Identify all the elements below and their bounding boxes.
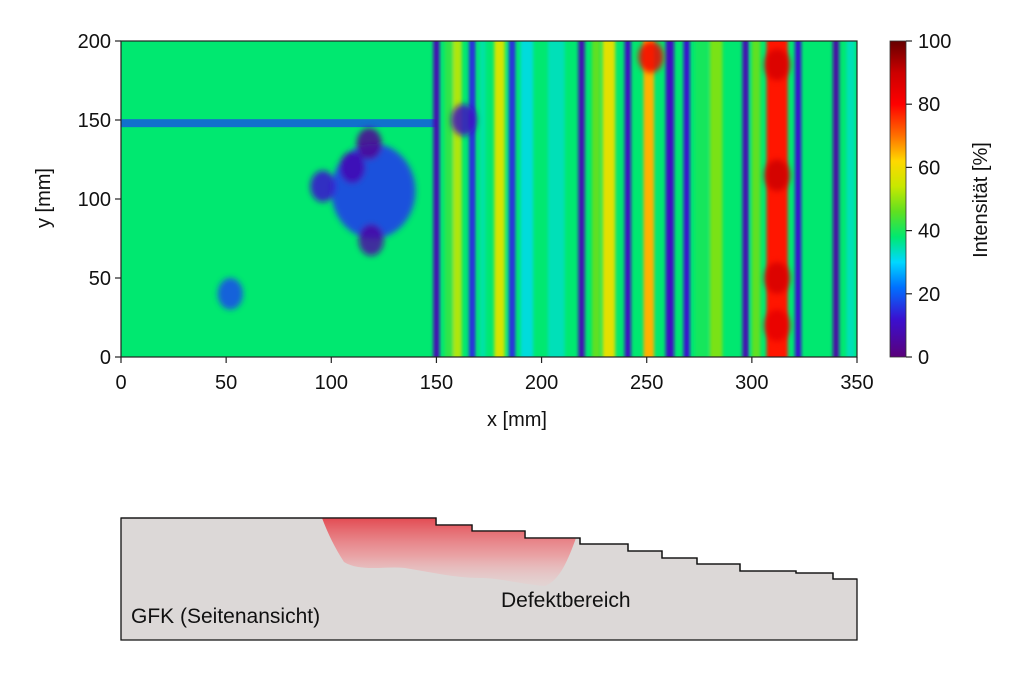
heatmap-stripe — [683, 41, 690, 357]
y-tick-label: 200 — [78, 31, 111, 53]
x-tick-label: 250 — [630, 372, 663, 394]
heatmap-stripe — [643, 41, 655, 357]
heatmap-blob — [764, 262, 790, 294]
heatmap-horizontal-band — [121, 119, 437, 128]
heatmap-stripe — [846, 41, 855, 357]
heatmap-stripe — [453, 41, 462, 357]
heatmap-blob — [339, 151, 365, 184]
colorbar-tick-label: 40 — [918, 221, 940, 243]
heatmap-blob — [451, 104, 477, 136]
heatmap-blob — [764, 159, 790, 192]
heatmap-band — [121, 119, 437, 128]
heatmap-plot — [121, 41, 857, 357]
x-axis: 0 50 100 150 200 250 300 350 — [115, 357, 874, 394]
x-tick-label: 150 — [420, 372, 453, 394]
x-axis-label: x [mm] — [487, 409, 547, 431]
heatmap-blob — [358, 224, 384, 256]
heatmap-blob — [310, 170, 336, 203]
heatmap-stripe — [578, 41, 585, 357]
heatmap-blob — [638, 41, 664, 73]
heatmap-stripe — [709, 41, 723, 357]
heatmap-stripe — [832, 41, 840, 357]
heatmap-background — [121, 41, 857, 357]
heatmap-blob — [356, 127, 382, 160]
x-tick-label: 350 — [840, 372, 873, 394]
x-tick-label: 0 — [115, 372, 126, 394]
heatmap-stripe — [592, 41, 601, 357]
colorbar-tick-label: 0 — [918, 347, 929, 369]
colorbar-label: Intensität [%] — [970, 142, 992, 258]
material-surface-outline — [121, 517, 857, 580]
heatmap-blob — [217, 278, 243, 310]
heatmap-stripe — [433, 41, 440, 357]
colorbar-tick-label: 60 — [918, 157, 940, 179]
material-label: GFK (Seitenansicht) — [131, 605, 320, 628]
side-view-diagram: Defektbereich GFK (Seitenansicht) — [120, 517, 858, 641]
heatmap-stripe — [794, 41, 802, 357]
heatmap-blob — [764, 309, 790, 342]
heatmap-stripe — [742, 41, 749, 357]
heatmap-stripe — [494, 41, 505, 357]
x-tick-label: 50 — [215, 372, 237, 394]
x-tick-label: 100 — [315, 372, 348, 394]
colorbar-tick-label: 80 — [918, 94, 940, 116]
heatmap-stripe — [751, 41, 761, 357]
defect-label: Defektbereich — [501, 589, 631, 612]
y-tick-label: 150 — [78, 110, 111, 132]
heatmap-stripe — [469, 41, 476, 357]
heatmap-stripe — [602, 41, 616, 357]
y-tick-label: 100 — [78, 189, 111, 211]
colorbar-axis: 0 20 40 60 80 100 — [906, 31, 951, 369]
y-tick-label: 50 — [89, 268, 111, 290]
heatmap-stripe — [624, 41, 631, 357]
heatmap-stripe — [520, 41, 534, 357]
heatmap-stripe — [444, 41, 454, 357]
y-tick-label: 0 — [100, 347, 111, 369]
heatmap-stripe — [695, 41, 708, 357]
colorbar — [889, 40, 907, 358]
heatmap-stripe — [665, 41, 675, 357]
colorbar-tick-label: 100 — [918, 31, 951, 53]
heatmap-stripe — [807, 41, 819, 357]
heatmap-stripe — [547, 41, 565, 357]
heatmap-blob — [764, 48, 790, 81]
x-tick-label: 200 — [525, 372, 558, 394]
heatmap-stripe — [479, 41, 486, 357]
heatmap-stripe — [508, 41, 516, 357]
colorbar-tick-label: 20 — [918, 284, 940, 306]
x-tick-label: 300 — [735, 372, 768, 394]
y-axis-label: y [mm] — [33, 168, 55, 228]
y-axis: 0 50 100 150 200 — [78, 31, 121, 369]
defect-area — [322, 518, 576, 586]
heatmap-blobs — [217, 41, 790, 342]
